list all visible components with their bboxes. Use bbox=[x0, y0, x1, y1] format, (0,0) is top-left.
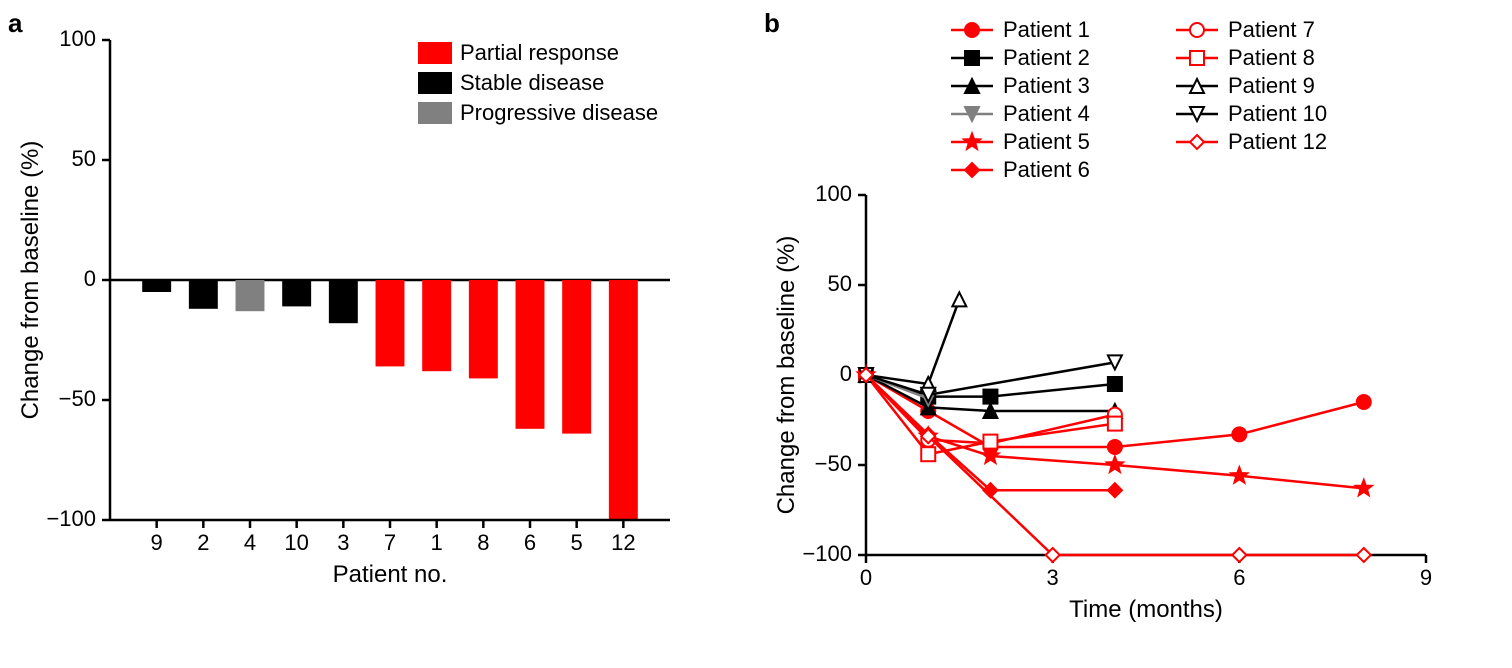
svg-text:Patient 4: Patient 4 bbox=[1003, 101, 1090, 126]
panel-b: b −100 −50 0 50 100 0 3 6 9 Time (months) Change f… bbox=[756, 0, 1512, 668]
svg-text:100: 100 bbox=[815, 181, 852, 206]
svg-text:50: 50 bbox=[828, 271, 852, 296]
svg-text:0: 0 bbox=[84, 266, 96, 291]
svg-text:Patient 8: Patient 8 bbox=[1228, 45, 1315, 70]
svg-text:Time (months): Time (months) bbox=[1069, 596, 1223, 623]
panel-b-label: b bbox=[764, 8, 780, 39]
panel-b-svg: −100 −50 0 50 100 0 3 6 9 Time (months) Change fro… bbox=[756, 0, 1512, 668]
svg-text:8: 8 bbox=[477, 530, 489, 555]
svg-text:Patient 6: Patient 6 bbox=[1003, 157, 1090, 182]
panel-a-svg: −100 −50 0 50 100 9 2 4 10 3 7 1 8 6 5 12 Patient no. Cha… bbox=[0, 0, 756, 668]
svg-text:Patient 9: Patient 9 bbox=[1228, 73, 1315, 98]
svg-text:Patient 10: Patient 10 bbox=[1228, 101, 1327, 126]
svg-text:Patient 3: Patient 3 bbox=[1003, 73, 1090, 98]
svg-text:100: 100 bbox=[59, 26, 96, 51]
svg-text:Stable disease: Stable disease bbox=[460, 70, 604, 95]
svg-text:3: 3 bbox=[1047, 565, 1059, 590]
svg-text:7: 7 bbox=[384, 530, 396, 555]
svg-text:Patient 2: Patient 2 bbox=[1003, 45, 1090, 70]
svg-text:2: 2 bbox=[197, 530, 209, 555]
svg-text:−50: −50 bbox=[815, 451, 852, 476]
svg-text:6: 6 bbox=[524, 530, 536, 555]
svg-text:Change from baseline (%): Change from baseline (%) bbox=[17, 141, 44, 420]
svg-text:3: 3 bbox=[337, 530, 349, 555]
figure: a −100 −50 0 50 100 9 2 4 10 3 7 1 8 6 5 12 Patient no. C… bbox=[0, 0, 1512, 668]
svg-text:4: 4 bbox=[244, 530, 256, 555]
panel-a: a −100 −50 0 50 100 9 2 4 10 3 7 1 8 6 5 12 Patient no. C… bbox=[0, 0, 756, 668]
svg-text:10: 10 bbox=[284, 530, 308, 555]
svg-text:Patient 1: Patient 1 bbox=[1003, 17, 1090, 42]
svg-text:Patient 5: Patient 5 bbox=[1003, 129, 1090, 154]
svg-text:0: 0 bbox=[840, 361, 852, 386]
svg-text:Patient 7: Patient 7 bbox=[1228, 17, 1315, 42]
svg-text:9: 9 bbox=[151, 530, 163, 555]
svg-text:6: 6 bbox=[1233, 565, 1245, 590]
svg-text:Progressive disease: Progressive disease bbox=[460, 100, 658, 125]
svg-text:Patient no.: Patient no. bbox=[333, 561, 448, 588]
svg-text:1: 1 bbox=[431, 530, 443, 555]
svg-text:−50: −50 bbox=[59, 386, 96, 411]
panel-a-label: a bbox=[8, 8, 22, 39]
svg-text:5: 5 bbox=[571, 530, 583, 555]
svg-text:Change from baseline (%): Change from baseline (%) bbox=[773, 236, 800, 515]
svg-text:−100: −100 bbox=[802, 541, 852, 566]
svg-text:0: 0 bbox=[860, 565, 872, 590]
svg-text:Patient 12: Patient 12 bbox=[1228, 129, 1327, 154]
svg-text:Partial response: Partial response bbox=[460, 40, 619, 65]
svg-text:9: 9 bbox=[1420, 565, 1432, 590]
svg-text:12: 12 bbox=[611, 530, 635, 555]
svg-text:50: 50 bbox=[72, 146, 96, 171]
svg-text:−100: −100 bbox=[46, 506, 96, 531]
